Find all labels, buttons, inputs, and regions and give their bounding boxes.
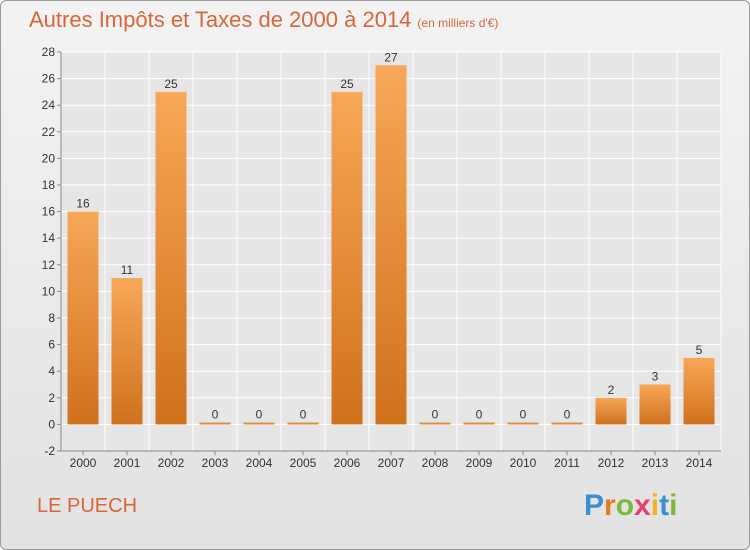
data-label: 25 [340, 77, 354, 91]
data-label: 3 [652, 370, 659, 384]
bar [375, 65, 407, 425]
y-tick-label: 16 [42, 205, 56, 219]
x-tick-label: 2010 [510, 456, 537, 470]
x-tick-label: 2011 [554, 456, 580, 470]
y-tick-label: 12 [42, 258, 56, 272]
bar [287, 422, 319, 425]
bar [463, 422, 495, 425]
logo-letter: P [584, 489, 605, 522]
logo-letter: x [634, 489, 651, 522]
y-tick-label: 22 [42, 125, 56, 139]
bar [111, 278, 143, 425]
bar [639, 384, 671, 425]
data-label: 0 [212, 407, 219, 421]
bar [67, 211, 99, 425]
y-tick-label: -2 [44, 444, 55, 458]
location-label: LE PUECH [37, 495, 138, 517]
y-tick-label: 6 [48, 338, 55, 352]
bar [243, 422, 275, 425]
logo-letter: r [604, 489, 616, 522]
data-label: 2 [608, 383, 615, 397]
data-label: 0 [300, 407, 307, 421]
chart-title-text: Autres Impôts et Taxes de 2000 à 2014 [29, 7, 412, 32]
data-label: 0 [520, 407, 527, 421]
data-label: 5 [696, 343, 703, 357]
data-label: 0 [432, 407, 439, 421]
data-label: 16 [76, 197, 90, 211]
x-tick-label: 2007 [378, 456, 405, 470]
bar [595, 397, 627, 425]
data-label: 0 [256, 407, 263, 421]
bar [155, 91, 187, 425]
logo-letter: t [659, 489, 670, 522]
x-tick-label: 2013 [642, 456, 669, 470]
data-label: 27 [384, 50, 398, 64]
y-tick-label: 2 [48, 391, 55, 405]
bar [551, 422, 583, 425]
logo-letter: i [669, 489, 678, 522]
x-tick-label: 2008 [422, 456, 449, 470]
y-tick-label: 24 [42, 98, 56, 112]
bar [331, 91, 363, 425]
data-label: 11 [121, 263, 134, 277]
x-tick-label: 2009 [466, 456, 493, 470]
logo-letter: o [615, 489, 635, 522]
y-tick-label: 28 [42, 45, 56, 59]
x-tick-label: 2005 [290, 456, 317, 470]
y-tick-label: 4 [48, 364, 55, 378]
y-tick-label: 14 [42, 231, 56, 245]
data-label: 25 [164, 77, 178, 91]
y-tick-label: 26 [42, 72, 56, 86]
bar [199, 422, 231, 425]
bar [419, 422, 451, 425]
x-tick-label: 2012 [598, 456, 625, 470]
chart-subtitle: (en milliers d'€) [417, 16, 499, 30]
y-tick-label: 20 [42, 151, 56, 165]
bar [507, 422, 539, 425]
x-tick-label: 2001 [114, 456, 141, 470]
data-label: 0 [476, 407, 483, 421]
x-tick-label: 2014 [686, 456, 713, 470]
chart-title: Autres Impôts et Taxes de 2000 à 2014 (en… [29, 7, 498, 33]
y-tick-label: 8 [48, 311, 55, 325]
proxiti-logo: Proxiti [584, 489, 677, 523]
y-tick-label: 0 [48, 417, 55, 431]
y-tick-label: 10 [42, 284, 56, 298]
x-tick-label: 2004 [246, 456, 273, 470]
x-tick-label: 2000 [70, 456, 97, 470]
bar [683, 357, 715, 425]
x-tick-label: 2003 [202, 456, 229, 470]
x-tick-label: 2002 [158, 456, 185, 470]
data-label: 0 [564, 407, 571, 421]
y-tick-label: 18 [42, 178, 56, 192]
x-tick-label: 2006 [334, 456, 361, 470]
logo-letter: i [650, 489, 660, 522]
